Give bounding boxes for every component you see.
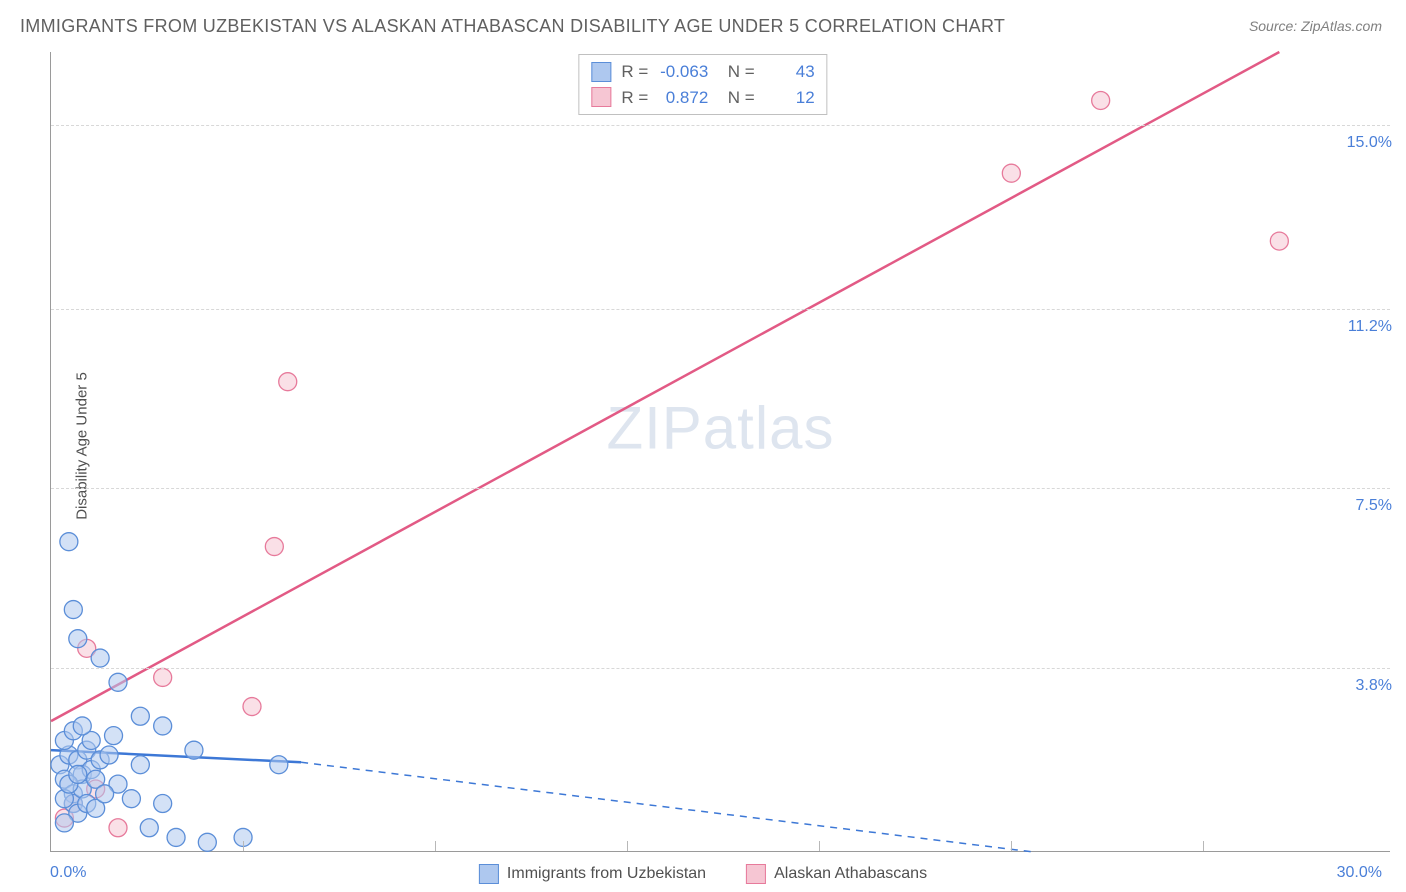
swatch-pink-icon — [746, 864, 766, 884]
y-tick-label: 7.5% — [1356, 497, 1392, 515]
legend-item-blue: Immigrants from Uzbekistan — [479, 864, 706, 884]
x-axis-min-label: 0.0% — [50, 864, 86, 882]
chart-title: IMMIGRANTS FROM UZBEKISTAN VS ALASKAN AT… — [20, 16, 1005, 37]
swatch-blue-icon — [479, 864, 499, 884]
stat-r-label: R = — [621, 85, 648, 111]
gridline-v — [1011, 841, 1012, 851]
stat-n-label: N = — [718, 85, 754, 111]
chart-canvas — [51, 52, 1390, 851]
gridline-v — [819, 841, 820, 851]
gridline-h — [51, 125, 1390, 126]
stat-n-value-pink: 12 — [765, 85, 815, 111]
gridline-v — [435, 841, 436, 851]
plot-area: ZIPatlas — [50, 52, 1390, 852]
stat-r-value-pink: 0.872 — [658, 85, 708, 111]
swatch-pink-icon — [591, 87, 611, 107]
swatch-blue-icon — [591, 62, 611, 82]
x-axis-max-label: 30.0% — [1337, 864, 1382, 882]
gridline-h — [51, 668, 1390, 669]
gridline-v — [1203, 841, 1204, 851]
stat-n-label: N = — [718, 59, 754, 85]
source-attribution: Source: ZipAtlas.com — [1249, 18, 1382, 34]
stat-r-label: R = — [621, 59, 648, 85]
stat-r-value-blue: -0.063 — [658, 59, 708, 85]
gridline-h — [51, 309, 1390, 310]
y-tick-label: 3.8% — [1356, 677, 1392, 695]
legend-label-pink: Alaskan Athabascans — [774, 865, 927, 883]
legend-item-pink: Alaskan Athabascans — [746, 864, 927, 884]
stat-n-value-blue: 43 — [765, 59, 815, 85]
gridline-v — [627, 841, 628, 851]
gridline-v — [243, 841, 244, 851]
stats-legend: R = -0.063 N = 43 R = 0.872 N = 12 — [578, 54, 827, 115]
bottom-legend: Immigrants from Uzbekistan Alaskan Athab… — [479, 864, 927, 884]
stats-row-1: R = -0.063 N = 43 — [591, 59, 814, 85]
y-tick-label: 11.2% — [1348, 318, 1392, 336]
y-tick-label: 15.0% — [1347, 134, 1392, 152]
gridline-h — [51, 488, 1390, 489]
legend-label-blue: Immigrants from Uzbekistan — [507, 865, 706, 883]
stats-row-2: R = 0.872 N = 12 — [591, 85, 814, 111]
